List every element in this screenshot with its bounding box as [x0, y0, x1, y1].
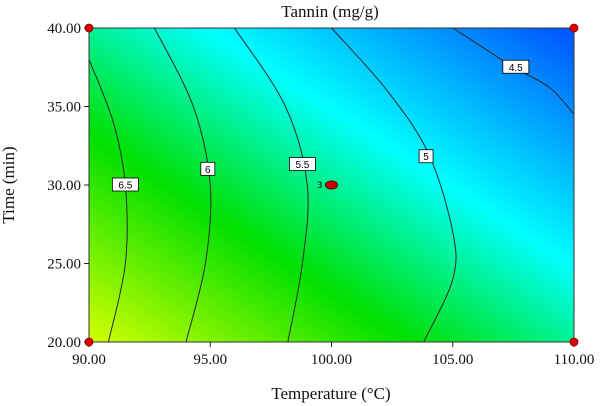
y-tick-label: 30.00	[47, 178, 81, 194]
x-tick-label: 105.00	[432, 352, 473, 368]
center-point	[325, 180, 338, 190]
design-point	[569, 23, 579, 33]
center-point-label: 3	[317, 181, 323, 191]
design-points: 3	[84, 23, 579, 347]
contour-line	[331, 27, 457, 343]
contour-line	[154, 27, 212, 343]
contour-label-box	[418, 149, 434, 164]
contour-label-box	[111, 177, 139, 192]
contour-lines: 6.5 6 5.5 5 4.5	[88, 27, 575, 343]
axis-ticks: 90.00 95.00 100.00 105.00 110.00 20.00 25.00 30…	[47, 21, 594, 368]
contour-label-box	[200, 161, 216, 176]
design-point	[569, 337, 579, 347]
contour-label: 6	[205, 165, 211, 176]
y-tick-label: 25.00	[47, 257, 81, 273]
x-axis-title: Temperature (°C)	[271, 384, 390, 403]
contour-line	[234, 27, 309, 343]
y-tick-label: 20.00	[47, 335, 81, 351]
contour-label: 5	[423, 152, 429, 163]
x-tick-label: 110.00	[554, 352, 595, 368]
x-tick-label: 90.00	[72, 352, 106, 368]
x-tick-label: 100.00	[311, 352, 352, 368]
y-tick-label: 35.00	[47, 100, 81, 116]
y-tick-label: 40.00	[47, 21, 81, 37]
contour-label: 6.5	[118, 181, 132, 192]
contour-label: 5.5	[295, 160, 309, 171]
chart-title: Tannin (mg/g)	[281, 2, 378, 21]
x-tick-label: 95.00	[193, 352, 227, 368]
design-point	[84, 23, 94, 33]
contour-label: 4.5	[509, 63, 523, 74]
contour-label-box	[502, 59, 530, 74]
y-axis-title: Time (min)	[0, 146, 18, 223]
contour-label-box	[288, 157, 316, 171]
design-point	[84, 337, 94, 347]
